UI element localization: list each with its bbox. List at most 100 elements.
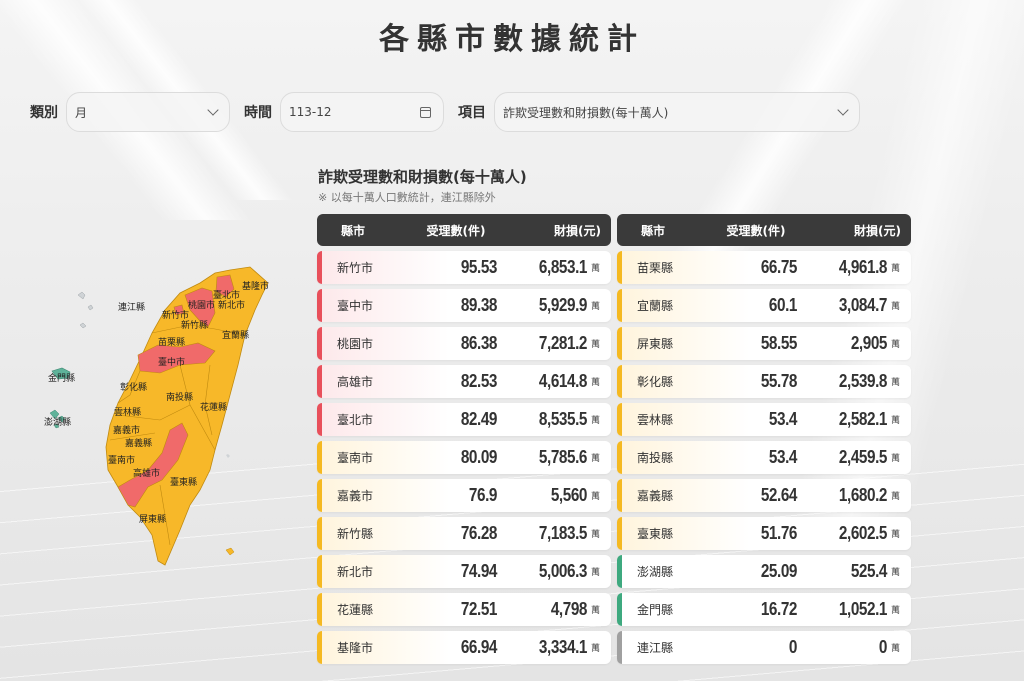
level-indicator: [317, 365, 322, 398]
time-picker[interactable]: 113-12: [280, 92, 444, 132]
loss-amount: 4,798: [550, 599, 588, 619]
map-label: 新竹市: [162, 311, 190, 321]
case-count: 89.38: [460, 295, 498, 315]
map-taoyuan[interactable]: [184, 287, 216, 328]
table-row[interactable]: 花蓮縣 72.51 4,798 萬: [317, 593, 611, 626]
case-count: 76.9: [468, 485, 498, 505]
case-count: 82.53: [460, 371, 498, 391]
table-row[interactable]: 高雄市 82.53 4,614.8 萬: [317, 365, 611, 398]
table-row[interactable]: 苗栗縣 66.75 4,961.8 萬: [617, 251, 911, 284]
level-indicator: [617, 555, 622, 588]
table-row[interactable]: 新北市 74.94 5,006.3 萬: [317, 555, 611, 588]
table-row[interactable]: 南投縣 53.4 2,459.5 萬: [617, 441, 911, 474]
loss-amount: 5,929.9: [538, 295, 588, 315]
level-indicator: [317, 403, 322, 436]
unit-label: 萬: [591, 606, 601, 616]
county-name: 屏東縣: [637, 337, 674, 351]
county-name: 臺中市: [337, 299, 374, 313]
header-cases: 受理數(件): [426, 223, 486, 238]
loss-amount: 2,602.5: [838, 523, 888, 543]
map-label: 新竹縣: [181, 321, 209, 331]
map-taipei[interactable]: [215, 274, 235, 298]
level-indicator: [317, 631, 322, 664]
table-row[interactable]: 嘉義縣 52.64 1,680.2 萬: [617, 479, 911, 512]
loss-amount: 4,614.8: [538, 371, 588, 391]
table-row[interactable]: 連江縣 0 0 萬: [617, 631, 911, 664]
table-row[interactable]: 新竹縣 76.28 7,183.5 萬: [317, 517, 611, 550]
case-count: 51.76: [760, 523, 798, 543]
map-taichung[interactable]: [137, 342, 216, 374]
level-indicator: [617, 517, 622, 550]
county-name: 桃園市: [337, 337, 374, 351]
map-label: 金門縣: [48, 374, 76, 384]
county-name: 新竹市: [337, 261, 374, 275]
loss-amount: 2,582.1: [838, 409, 888, 429]
case-count: 60.1: [768, 295, 798, 315]
table-row[interactable]: 桃園市 86.38 7,281.2 萬: [317, 327, 611, 360]
map-label: 基隆市: [242, 282, 270, 292]
map-penghu[interactable]: [49, 409, 66, 429]
table-row[interactable]: 宜蘭縣 60.1 3,084.7 萬: [617, 289, 911, 322]
item-select[interactable]: 詐欺受理數和財損數(每十萬人): [494, 92, 860, 132]
map-label: 苗栗縣: [158, 338, 186, 348]
header-loss: 財損(元): [554, 223, 601, 238]
map-label: 臺東縣: [170, 478, 198, 488]
unit-label: 萬: [591, 264, 601, 274]
loss-amount: 5,006.3: [538, 561, 588, 581]
loss-amount: 5,785.6: [538, 447, 588, 467]
case-count: 76.28: [460, 523, 498, 543]
level-indicator: [617, 631, 622, 664]
map-label: 臺中市: [158, 358, 186, 368]
category-value: 月: [75, 105, 88, 120]
time-value: 113-12: [289, 105, 332, 119]
category-select[interactable]: 月: [66, 92, 230, 132]
table-row[interactable]: 雲林縣 53.4 2,582.1 萬: [617, 403, 911, 436]
loss-amount: 1,680.2: [838, 485, 888, 505]
loss-amount: 2,905: [850, 333, 888, 353]
level-indicator: [317, 555, 322, 588]
table-row[interactable]: 嘉義市 76.9 5,560 萬: [317, 479, 611, 512]
case-count: 86.38: [460, 333, 498, 353]
table-row[interactable]: 基隆市 66.94 3,334.1 萬: [317, 631, 611, 664]
map-label: 澎湖縣: [44, 418, 72, 428]
map-label: 雲林縣: [114, 408, 142, 418]
level-indicator: [317, 517, 322, 550]
map-label: 連江縣: [118, 303, 146, 313]
level-indicator: [317, 441, 322, 474]
table-row[interactable]: 臺南市 80.09 5,785.6 萬: [317, 441, 611, 474]
unit-label: 萬: [591, 644, 601, 654]
county-name: 基隆市: [337, 641, 374, 655]
item-label: 項目: [458, 105, 486, 121]
stats-table-right: 縣市 受理數(件) 財損(元) 苗栗縣 66.75 4,961.8 萬宜蘭縣 60.1 3…: [617, 214, 911, 669]
loss-amount: 4,961.8: [838, 257, 888, 277]
county-name: 苗栗縣: [637, 261, 674, 275]
table-row[interactable]: 臺中市 89.38 5,929.9 萬: [317, 289, 611, 322]
county-name: 宜蘭縣: [637, 299, 674, 313]
case-count: 80.09: [460, 447, 498, 467]
case-count: 25.09: [760, 561, 798, 581]
level-indicator: [317, 251, 322, 284]
table-row[interactable]: 澎湖縣 25.09 525.4 萬: [617, 555, 911, 588]
case-count: 55.78: [760, 371, 798, 391]
map-hsinchu-city[interactable]: [173, 304, 185, 316]
table-row[interactable]: 金門縣 16.72 1,052.1 萬: [617, 593, 911, 626]
map-kaohsiung[interactable]: [117, 422, 189, 508]
case-count: 95.53: [460, 257, 498, 277]
map-label: 嘉義縣: [125, 439, 153, 449]
level-indicator: [317, 289, 322, 322]
county-name: 臺南市: [337, 451, 374, 465]
table-row[interactable]: 屏東縣 58.55 2,905 萬: [617, 327, 911, 360]
table-row[interactable]: 臺北市 82.49 8,535.5 萬: [317, 403, 611, 436]
unit-label: 萬: [891, 416, 901, 426]
map-kinmen[interactable]: [51, 367, 71, 380]
case-count: 66.75: [760, 257, 798, 277]
table-row[interactable]: 新竹市 95.53 6,853.1 萬: [317, 251, 611, 284]
unit-label: 萬: [891, 644, 901, 654]
map-label: 高雄市: [133, 469, 161, 479]
table-row[interactable]: 臺東縣 51.76 2,602.5 萬: [617, 517, 911, 550]
unit-label: 萬: [591, 492, 601, 502]
header-county: 縣市: [641, 223, 666, 238]
chevron-down-icon: [207, 104, 219, 116]
table-row[interactable]: 彰化縣 55.78 2,539.8 萬: [617, 365, 911, 398]
map-main-island[interactable]: [105, 266, 269, 566]
